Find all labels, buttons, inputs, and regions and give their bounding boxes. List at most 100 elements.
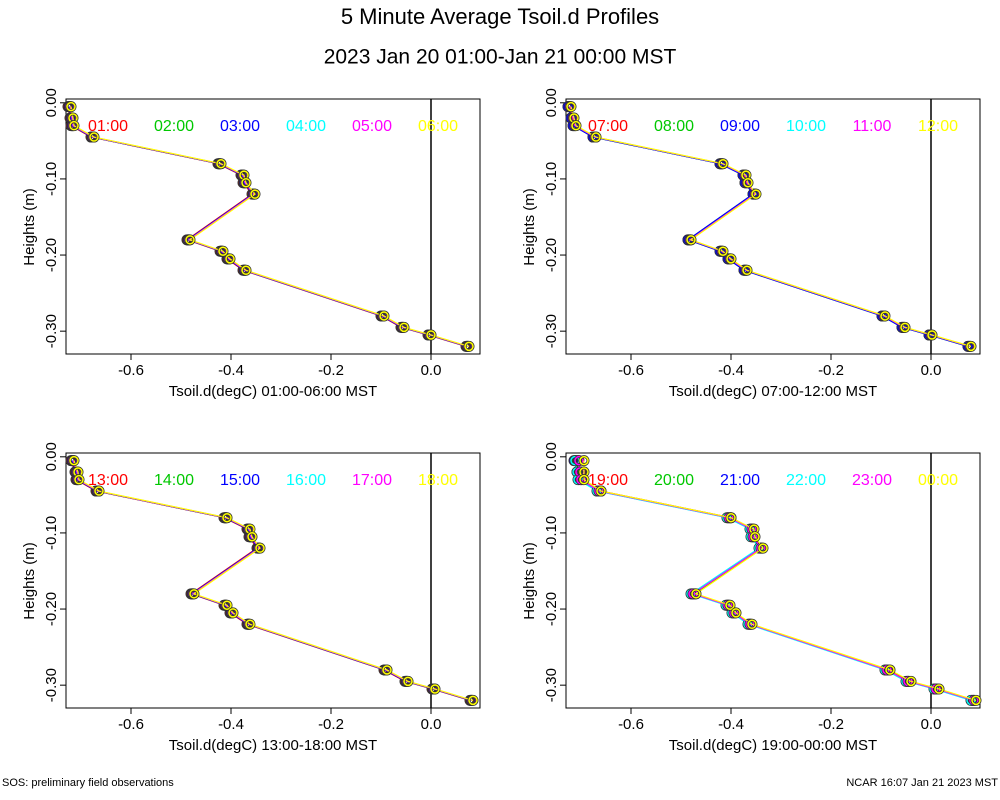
y-axis-label: Heights (m) (21, 188, 38, 266)
y-tick-label: -0.20 (543, 592, 560, 626)
profile-point-ring (241, 177, 251, 188)
legend-label: 15:00 (220, 472, 260, 489)
y-tick-label: 0.00 (543, 442, 560, 471)
y-tick-label: -0.20 (43, 592, 60, 626)
profile-point-ring (718, 158, 728, 169)
y-tick-label: 0.00 (43, 442, 60, 471)
profile-point-ring (426, 330, 436, 340)
x-tick-label: -0.6 (618, 362, 644, 379)
profile-line (73, 460, 474, 701)
footer-left: SOS: preliminary field observations (2, 777, 174, 789)
x-tick-label: -0.4 (218, 362, 244, 379)
x-tick-label: 0.0 (421, 362, 442, 379)
legend-label: 12:00 (918, 118, 958, 135)
profile-point-ring (228, 608, 238, 618)
profile-point-ring (885, 665, 895, 675)
profile-point-ring (758, 543, 768, 553)
profile-line (567, 106, 969, 347)
profile-point-ring (247, 531, 257, 542)
profile-point-ring (245, 619, 255, 630)
profile-point-ring (185, 235, 195, 245)
profile-point-ring (216, 158, 226, 169)
legend-label: 02:00 (154, 118, 194, 135)
profile-point-ring (94, 486, 104, 496)
plot-frame (65, 98, 481, 355)
profile-point-ring (579, 455, 589, 466)
profile-point-ring (399, 322, 409, 333)
y-tick-label: -0.10 (543, 162, 560, 196)
legend-label: 04:00 (286, 118, 326, 135)
x-axis-label: Tsoil.d(degC) 07:00-12:00 MST (669, 383, 877, 400)
y-tick-label: -0.10 (43, 162, 60, 196)
x-tick-label: 0.0 (921, 362, 942, 379)
profile-point-ring (255, 543, 265, 553)
legend-label: 14:00 (154, 472, 194, 489)
legend-label: 05:00 (352, 118, 392, 135)
x-tick-label: 0.0 (921, 716, 942, 733)
legend-label: 10:00 (786, 118, 826, 135)
y-tick-label: -0.20 (543, 238, 560, 272)
y-tick-label: -0.30 (543, 314, 560, 348)
profile-point-ring (571, 120, 581, 131)
profile-point-ring (69, 120, 79, 131)
profile-point-ring (225, 254, 235, 264)
legend-label: 18:00 (418, 472, 458, 489)
profile-point-ring (726, 512, 736, 523)
profile-point-ring (686, 235, 696, 245)
legend-label: 00:00 (918, 472, 958, 489)
x-tick-label: -0.6 (118, 716, 144, 733)
legend-label: 07:00 (588, 118, 628, 135)
profile-line (570, 106, 972, 347)
profile-point-ring (241, 265, 251, 276)
profile-point-ring (742, 265, 752, 276)
x-axis-label: Tsoil.d(degC) 19:00-00:00 MST (669, 737, 877, 754)
profile-point-ring (731, 608, 741, 618)
profile-point-ring (218, 246, 228, 256)
x-tick-label: -0.2 (818, 362, 844, 379)
plot-frame (65, 452, 481, 709)
legend-label: 22:00 (786, 472, 826, 489)
profile-point-ring (726, 254, 736, 264)
profile-point-ring (222, 512, 232, 523)
plot-frame (565, 452, 981, 709)
x-tick-label: 0.0 (421, 716, 442, 733)
profile-point-ring (927, 330, 937, 340)
page-title: 5 Minute Average Tsoil.d Profiles (341, 4, 659, 29)
legend-label: 11:00 (853, 118, 892, 135)
legend-label: 06:00 (418, 118, 458, 135)
footer-right: NCAR 16:07 Jan 21 2023 MST (846, 777, 998, 789)
y-tick-label: -0.30 (43, 314, 60, 348)
y-axis-label: Heights (m) (21, 542, 38, 620)
profile-point-ring (574, 455, 584, 466)
x-tick-label: -0.6 (618, 716, 644, 733)
profile-point-ring (69, 455, 79, 466)
profile-point-ring (900, 322, 910, 333)
profile-point-ring (579, 474, 589, 485)
legend-label: 16:00 (286, 472, 326, 489)
y-tick-label: 0.00 (43, 88, 60, 117)
profile-line (70, 106, 470, 347)
profile-point-ring (464, 341, 474, 352)
x-tick-label: -0.4 (718, 362, 744, 379)
legend-label: 01:00 (88, 118, 128, 135)
x-tick-label: -0.4 (718, 716, 744, 733)
plot-frame (565, 98, 981, 355)
legend-label: 08:00 (654, 118, 694, 135)
y-tick-label: -0.10 (43, 516, 60, 550)
profile-point-ring (747, 619, 757, 630)
profile-point-ring (89, 132, 99, 142)
legend-label: 09:00 (720, 118, 760, 135)
y-axis-label: Heights (m) (521, 542, 538, 620)
x-tick-label: -0.6 (118, 362, 144, 379)
x-axis-label: Tsoil.d(degC) 01:00-06:00 MST (169, 383, 377, 400)
profile-point-ring (966, 341, 976, 352)
x-tick-label: -0.2 (318, 716, 344, 733)
profile-point-ring (566, 101, 576, 112)
profile-point-ring (750, 531, 760, 542)
profile-point-ring (725, 600, 735, 610)
x-tick-label: -0.2 (818, 716, 844, 733)
profile-point-ring (718, 246, 728, 256)
profile-point-ring (379, 311, 389, 321)
